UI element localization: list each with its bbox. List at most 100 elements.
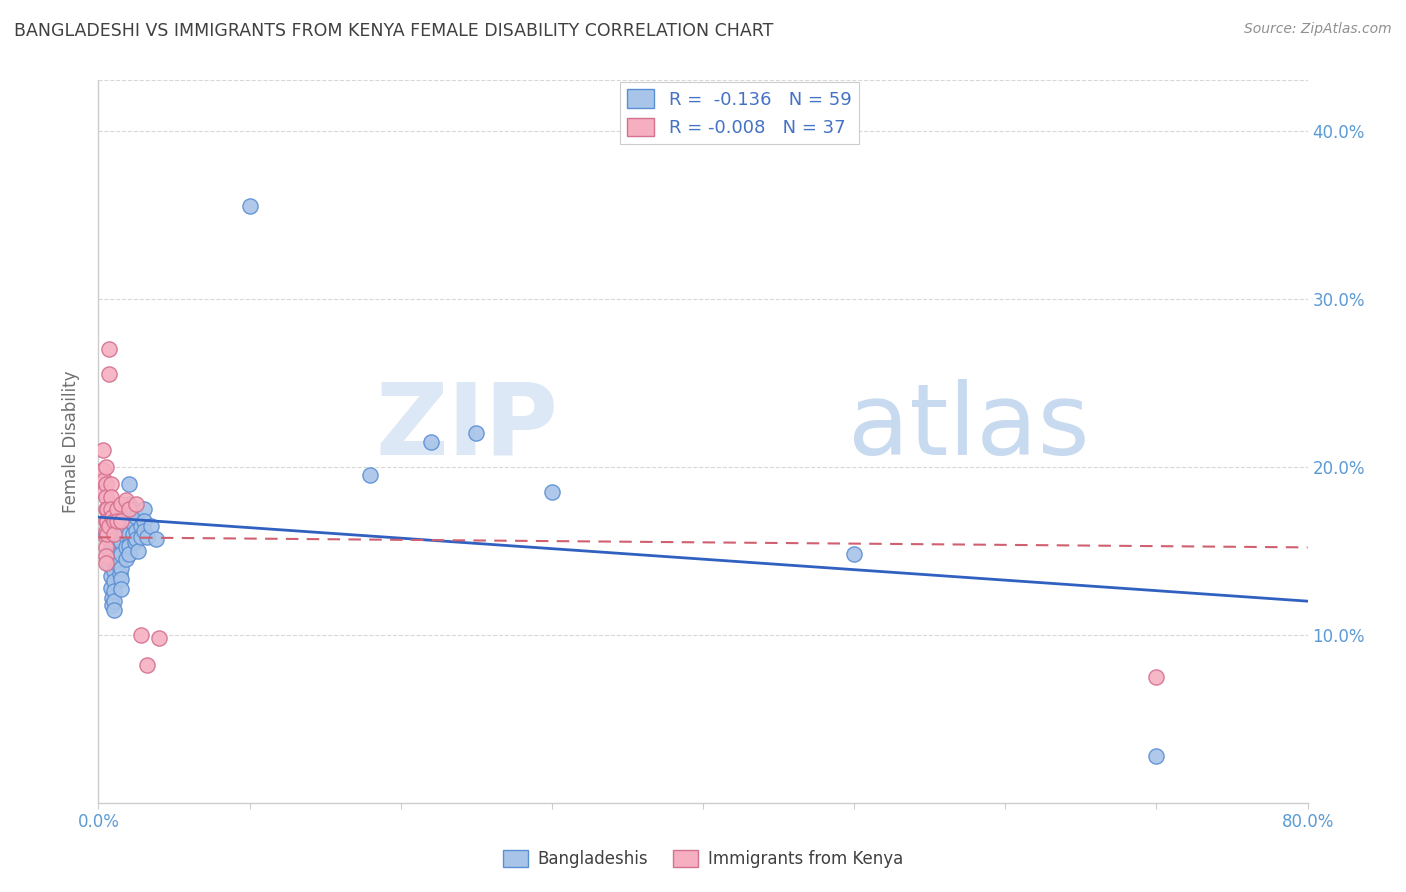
Point xyxy=(110,497,132,511)
Point xyxy=(110,560,132,574)
Point xyxy=(141,518,163,533)
Point xyxy=(122,527,145,541)
Point xyxy=(129,530,152,544)
Point xyxy=(105,501,128,516)
Point xyxy=(94,549,117,563)
Point xyxy=(114,541,136,555)
Point xyxy=(105,510,128,524)
Point xyxy=(129,518,152,533)
Point xyxy=(135,658,157,673)
Point xyxy=(103,535,125,549)
Point xyxy=(125,497,148,511)
Text: BANGLADESHI VS IMMIGRANTS FROM KENYA FEMALE DISABILITY CORRELATION CHART: BANGLADESHI VS IMMIGRANTS FROM KENYA FEM… xyxy=(14,22,773,40)
Point xyxy=(127,543,149,558)
Y-axis label: Female Disability: Female Disability xyxy=(62,370,80,513)
Point xyxy=(129,628,152,642)
Point xyxy=(100,569,122,583)
Point xyxy=(91,442,114,457)
Point xyxy=(94,459,117,474)
Point xyxy=(94,541,117,555)
Point xyxy=(118,527,141,541)
Point xyxy=(98,558,121,572)
Point xyxy=(110,535,132,549)
Point xyxy=(112,527,135,541)
Point xyxy=(103,527,125,541)
Point xyxy=(100,501,122,516)
Point xyxy=(118,514,141,528)
Point xyxy=(94,527,117,541)
Point xyxy=(98,368,121,382)
Point xyxy=(121,501,143,516)
Point xyxy=(107,558,129,572)
Point xyxy=(132,524,155,538)
Point xyxy=(107,547,129,561)
Point xyxy=(132,501,155,516)
Point xyxy=(94,514,117,528)
Point xyxy=(94,490,117,504)
Point xyxy=(96,527,118,541)
Point xyxy=(108,567,131,582)
Point xyxy=(124,535,146,549)
Point xyxy=(114,493,136,508)
Point xyxy=(118,547,141,561)
Point xyxy=(360,468,382,483)
Point xyxy=(114,552,136,566)
Point xyxy=(103,594,125,608)
Point xyxy=(105,530,128,544)
Point xyxy=(121,515,143,529)
Text: ZIP: ZIP xyxy=(375,378,558,475)
Point xyxy=(93,485,115,500)
Point xyxy=(540,485,562,500)
Point xyxy=(103,556,125,570)
Text: atlas: atlas xyxy=(848,378,1090,475)
Text: Source: ZipAtlas.com: Source: ZipAtlas.com xyxy=(1244,22,1392,37)
Point xyxy=(103,514,125,528)
Point xyxy=(110,572,132,586)
Point xyxy=(118,539,141,553)
Point xyxy=(100,490,122,504)
Point xyxy=(103,547,125,561)
Point xyxy=(98,342,121,356)
Point xyxy=(148,631,170,645)
Legend: Bangladeshis, Immigrants from Kenya: Bangladeshis, Immigrants from Kenya xyxy=(496,843,910,875)
Point xyxy=(94,530,117,544)
Point xyxy=(110,514,132,528)
Point xyxy=(101,510,124,524)
Point xyxy=(118,497,141,511)
Point xyxy=(132,514,155,528)
Point xyxy=(94,476,117,491)
Point xyxy=(98,543,121,558)
Point xyxy=(420,434,443,449)
Point xyxy=(110,582,132,597)
Point xyxy=(111,510,134,524)
Point xyxy=(125,532,148,546)
Point xyxy=(125,510,148,524)
Point xyxy=(101,591,124,605)
Point xyxy=(118,501,141,516)
Point xyxy=(105,514,128,528)
Point xyxy=(94,501,117,516)
Point xyxy=(118,476,141,491)
Point xyxy=(844,547,866,561)
Point xyxy=(98,518,121,533)
Point xyxy=(103,574,125,588)
Point xyxy=(1144,670,1167,684)
Point xyxy=(103,584,125,599)
Point xyxy=(100,476,122,491)
Point xyxy=(101,598,124,612)
Point xyxy=(135,530,157,544)
Point xyxy=(110,518,132,533)
Point xyxy=(93,473,115,487)
Point xyxy=(239,199,262,213)
Point xyxy=(94,524,117,538)
Point xyxy=(125,524,148,538)
Point xyxy=(96,501,118,516)
Point xyxy=(145,532,167,546)
Point xyxy=(103,602,125,616)
Legend: R =  -0.136   N = 59, R = -0.008   N = 37: R = -0.136 N = 59, R = -0.008 N = 37 xyxy=(620,82,859,145)
Point xyxy=(1144,748,1167,763)
Point xyxy=(100,581,122,595)
Point xyxy=(94,556,117,570)
Point xyxy=(91,463,114,477)
Point xyxy=(110,547,132,561)
